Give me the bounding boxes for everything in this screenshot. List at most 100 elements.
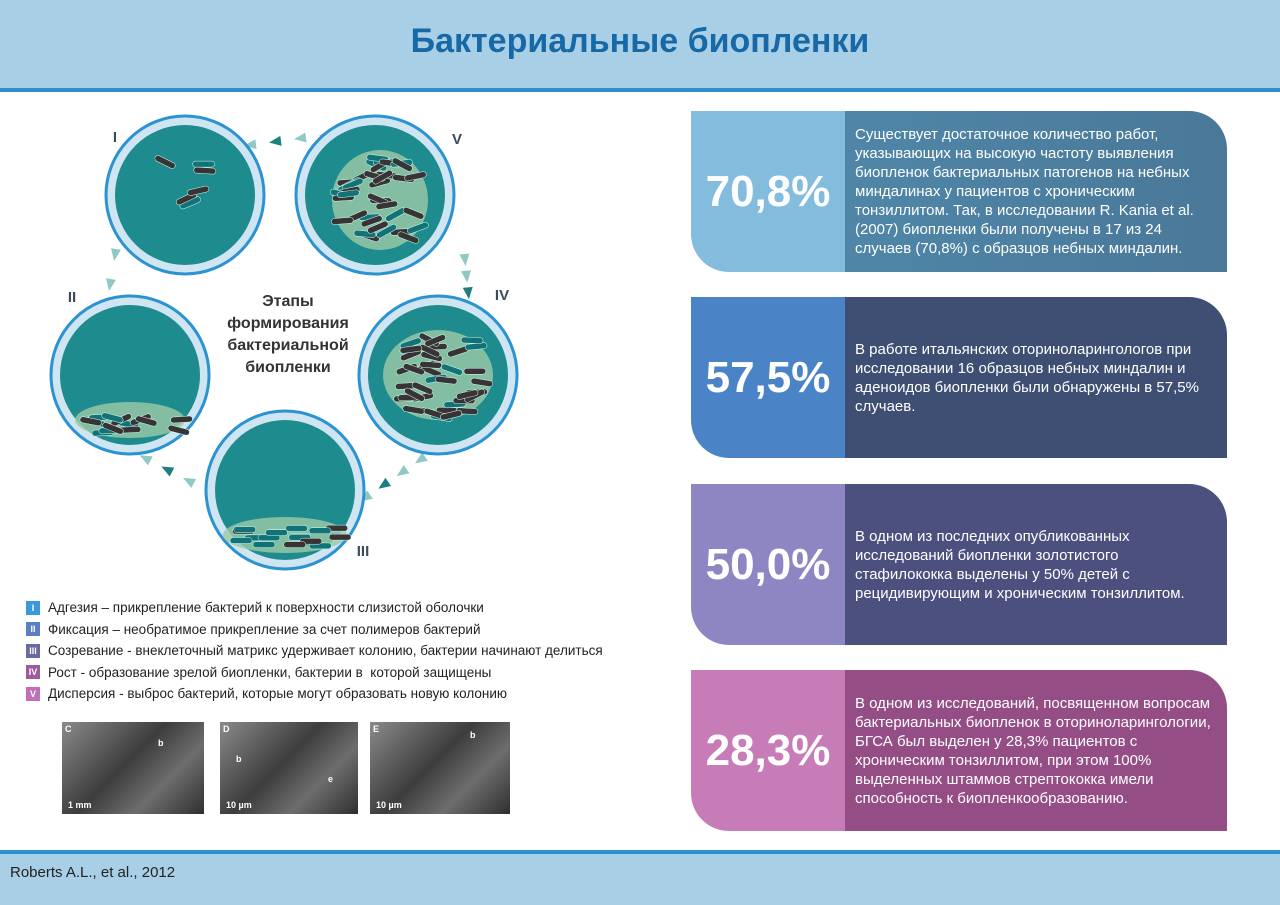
- footer-rule: [0, 850, 1280, 854]
- legend-text: необратимое прикрепление за счет полимер…: [119, 621, 481, 637]
- legend-item: I Адгезия – прикрепление бактерий к повер…: [26, 600, 484, 615]
- legend-item: IV Рост - образование зрелой биопленки, б…: [26, 665, 491, 680]
- bacterium: [407, 221, 429, 234]
- bacterium: [229, 537, 253, 544]
- legend-badge: IV: [26, 665, 40, 679]
- center-label: бактериальной: [227, 337, 348, 354]
- source: Roberts A.L., et al., 2012: [10, 864, 176, 881]
- bacterium: [470, 377, 493, 387]
- stage-label: I: [113, 129, 117, 146]
- bacterium: [328, 533, 352, 541]
- arrowhead: [294, 132, 307, 143]
- legend-term: Рост: [48, 664, 77, 680]
- bacterium: [434, 376, 458, 385]
- bacterium: [101, 412, 124, 423]
- panel-letter: E: [373, 724, 380, 734]
- legend-text: - выброс бактерий, которые могут образов…: [115, 686, 508, 701]
- stat-card: 28,3% В одном из исследований, посвященно…: [691, 670, 1227, 831]
- micrograph: D 10 µm b e: [220, 722, 358, 814]
- bacterium: [403, 363, 425, 376]
- legend-text: - внеклеточный матрикс удерживает колони…: [123, 643, 603, 658]
- stat-value: 50,0%: [691, 484, 845, 645]
- legend-text: прикрепление бактерий к поверхности слиз…: [109, 600, 484, 615]
- arrowhead: [415, 452, 428, 464]
- arrow-label: b: [236, 754, 242, 764]
- stage-label: IV: [495, 287, 509, 304]
- arrowhead: [161, 466, 175, 477]
- bacterium: [233, 526, 256, 533]
- arrowhead: [396, 465, 410, 477]
- arrow-label: e: [328, 774, 334, 784]
- footer-band: [0, 854, 1280, 905]
- stat-text: Существует достаточное количество работ,…: [845, 111, 1227, 272]
- bacterium: [285, 525, 308, 532]
- bacterium: [376, 223, 397, 239]
- bacterium: [252, 541, 276, 548]
- bacterium: [404, 387, 425, 402]
- scale-label: 1 mm: [68, 800, 92, 810]
- bacteria: [383, 330, 493, 422]
- bacterium: [167, 424, 190, 436]
- stat-card: 70,8% Существует достаточное количество р…: [691, 111, 1227, 272]
- arrowhead: [244, 139, 257, 150]
- arrowhead: [459, 253, 470, 266]
- bacterium: [79, 416, 102, 427]
- arrowhead: [139, 455, 153, 466]
- legend-badge: V: [26, 686, 40, 701]
- bacterium: [372, 169, 393, 185]
- arrowhead: [462, 286, 473, 300]
- bacterium: [192, 160, 215, 168]
- stat-text: В одном из исследований, посвященном воп…: [845, 670, 1227, 831]
- legend-term: Фиксация –: [48, 621, 120, 637]
- bacterium: [360, 215, 383, 228]
- stage-circle: [115, 125, 255, 265]
- panel-letter: D: [223, 724, 230, 734]
- legend-term: Дисперсия: [48, 686, 116, 701]
- bacteria: [223, 517, 352, 553]
- stat-card: 50,0% В одном из последних опубликованных…: [691, 484, 1227, 645]
- bacterium: [402, 207, 425, 220]
- legend-item: V Дисперсия - выброс бактерий, которые мо…: [26, 686, 507, 701]
- legend-term: Созревание: [48, 643, 124, 658]
- bacteria: [75, 402, 193, 438]
- arrow-label: b: [158, 738, 164, 748]
- micrograph: C 1 mm b: [62, 722, 204, 814]
- stat-text: В работе итальянских оториноларингологов…: [845, 297, 1227, 458]
- bacterium: [375, 200, 398, 210]
- header-rule: [0, 88, 1280, 92]
- bacterium: [463, 367, 487, 375]
- stat-text: В одном из последних опубликованных иссл…: [845, 484, 1227, 645]
- title: Бактериальные биопленки: [410, 22, 870, 60]
- bacterium: [308, 527, 332, 534]
- bacterium: [265, 529, 288, 536]
- bacterium: [397, 231, 420, 244]
- bacterium: [337, 189, 360, 199]
- center-label: Этапы: [262, 293, 313, 310]
- bacterium: [456, 389, 479, 400]
- arrowhead: [461, 270, 472, 283]
- arrowhead: [111, 248, 121, 261]
- stages-diagram: IIIIIIIVVЭтапыформированиябактериальнойб…: [49, 114, 519, 571]
- bacterium: [154, 155, 176, 169]
- legend-badge: II: [26, 622, 40, 636]
- stat-card: 57,5% В работе итальянских оториноларинго…: [691, 297, 1227, 458]
- arrowhead: [106, 278, 116, 291]
- stat-value: 57,5%: [691, 297, 845, 458]
- arrowhead: [183, 477, 196, 488]
- bacterium: [367, 220, 389, 234]
- legend-badge: III: [26, 643, 40, 658]
- bacterium: [331, 217, 354, 225]
- arrow-label: b: [470, 730, 476, 740]
- scale-label: 10 µm: [226, 800, 252, 810]
- panel-letter: C: [65, 724, 72, 734]
- legend-text: - образование зрелой биопленки, бактерии…: [76, 664, 492, 680]
- bacterium: [460, 336, 484, 344]
- bacterium: [424, 334, 446, 347]
- stat-value: 28,3%: [691, 670, 845, 831]
- legend-item: III Созревание - внеклеточный матрикс уде…: [26, 643, 603, 658]
- arrowhead: [378, 477, 392, 489]
- legend-item: II Фиксация – необратимое прикрепление за…: [26, 622, 481, 637]
- legend-term: Адгезия –: [48, 600, 110, 615]
- stat-value: 70,8%: [691, 111, 845, 272]
